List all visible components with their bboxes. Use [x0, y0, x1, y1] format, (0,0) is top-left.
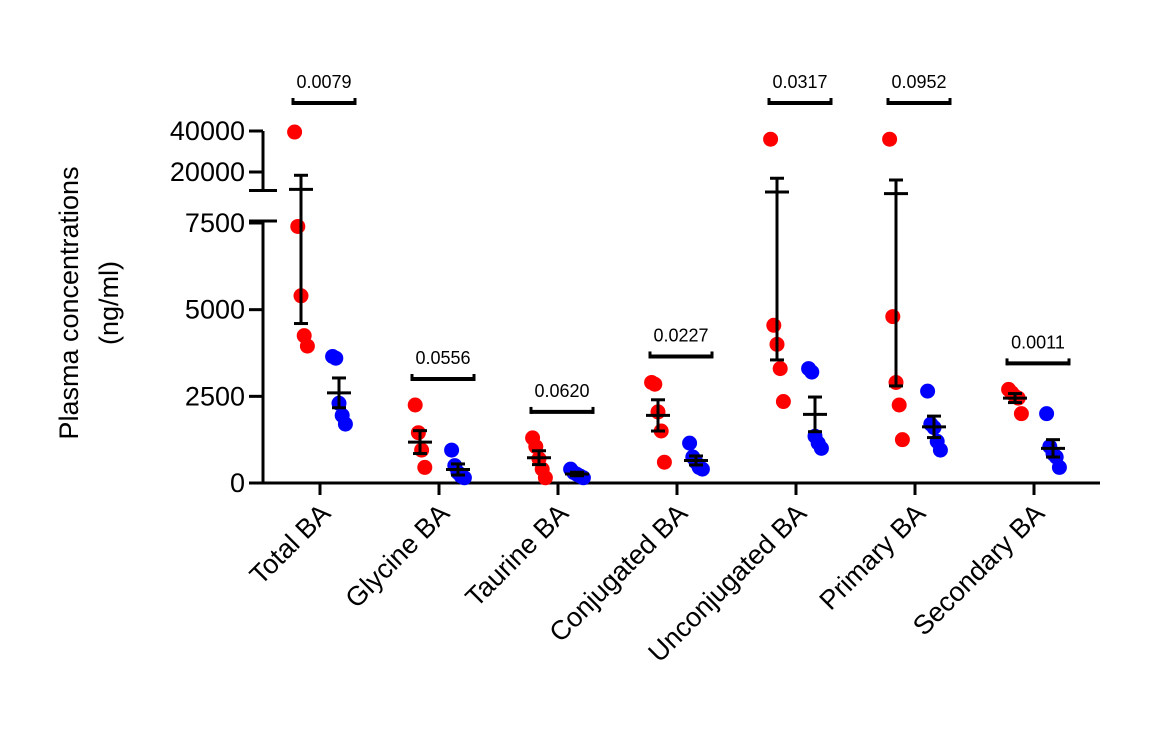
- data-point: [1013, 406, 1029, 422]
- data-point: [299, 338, 315, 354]
- data-point: [407, 397, 423, 413]
- data-point: [813, 440, 829, 456]
- data-point: [932, 442, 948, 458]
- x-category-label: Taurine BA: [460, 498, 575, 613]
- data-point: [804, 364, 820, 380]
- data-point: [647, 376, 663, 392]
- x-category-label: Glycine BA: [340, 498, 456, 614]
- data-point: [894, 432, 910, 448]
- data-point: [763, 131, 779, 147]
- y-axis-title-line1: Plasma concentrations: [54, 166, 84, 439]
- p-value-label: 0.0620: [534, 381, 589, 401]
- data-point: [417, 459, 433, 475]
- data-point: [537, 470, 553, 486]
- data-point: [775, 394, 791, 410]
- data-point: [885, 309, 901, 325]
- data-point: [656, 454, 672, 470]
- p-value-label: 0.0227: [653, 325, 708, 345]
- p-value-label: 0.0079: [296, 72, 351, 92]
- data-point: [1051, 459, 1067, 475]
- data-point: [290, 218, 306, 234]
- axes-layer: 0 2500 5000 7500 20000 40000 Total BA Glycine B…: [170, 116, 1100, 668]
- data-point: [337, 416, 353, 432]
- data-layer: 0.0079 0.0556 0.0620 0.0227 0.0317 0.0952 0.00…: [287, 72, 1071, 486]
- data-point: [410, 425, 426, 441]
- data-point: [1039, 406, 1055, 422]
- data-point: [920, 383, 936, 399]
- y-tick-label: 5000: [185, 295, 245, 325]
- y-tick-label: 0: [230, 468, 245, 498]
- p-value-label: 0.0317: [772, 72, 827, 92]
- p-value-label: 0.0556: [415, 348, 470, 368]
- data-point: [414, 442, 430, 458]
- data-point: [444, 442, 460, 458]
- data-point: [882, 131, 898, 147]
- data-point: [682, 435, 698, 451]
- data-point: [891, 397, 907, 413]
- data-point: [287, 124, 303, 140]
- x-category-label: Total BA: [244, 498, 336, 590]
- y-tick-label: 7500: [185, 208, 245, 238]
- p-value-label: 0.0952: [891, 72, 946, 92]
- y-tick-label: 20000: [170, 157, 245, 187]
- p-value-label: 0.0011: [1011, 332, 1065, 352]
- x-category-label: Primary BA: [813, 498, 931, 616]
- y-axis-title-line2: (ng/ml): [94, 261, 124, 345]
- y-tick-label: 2500: [185, 381, 245, 411]
- data-point: [328, 350, 344, 366]
- data-point: [772, 361, 788, 377]
- label-layer: Plasma concentrations (ng/ml): [54, 166, 124, 439]
- y-tick-label: 40000: [170, 116, 245, 146]
- data-point: [766, 317, 782, 333]
